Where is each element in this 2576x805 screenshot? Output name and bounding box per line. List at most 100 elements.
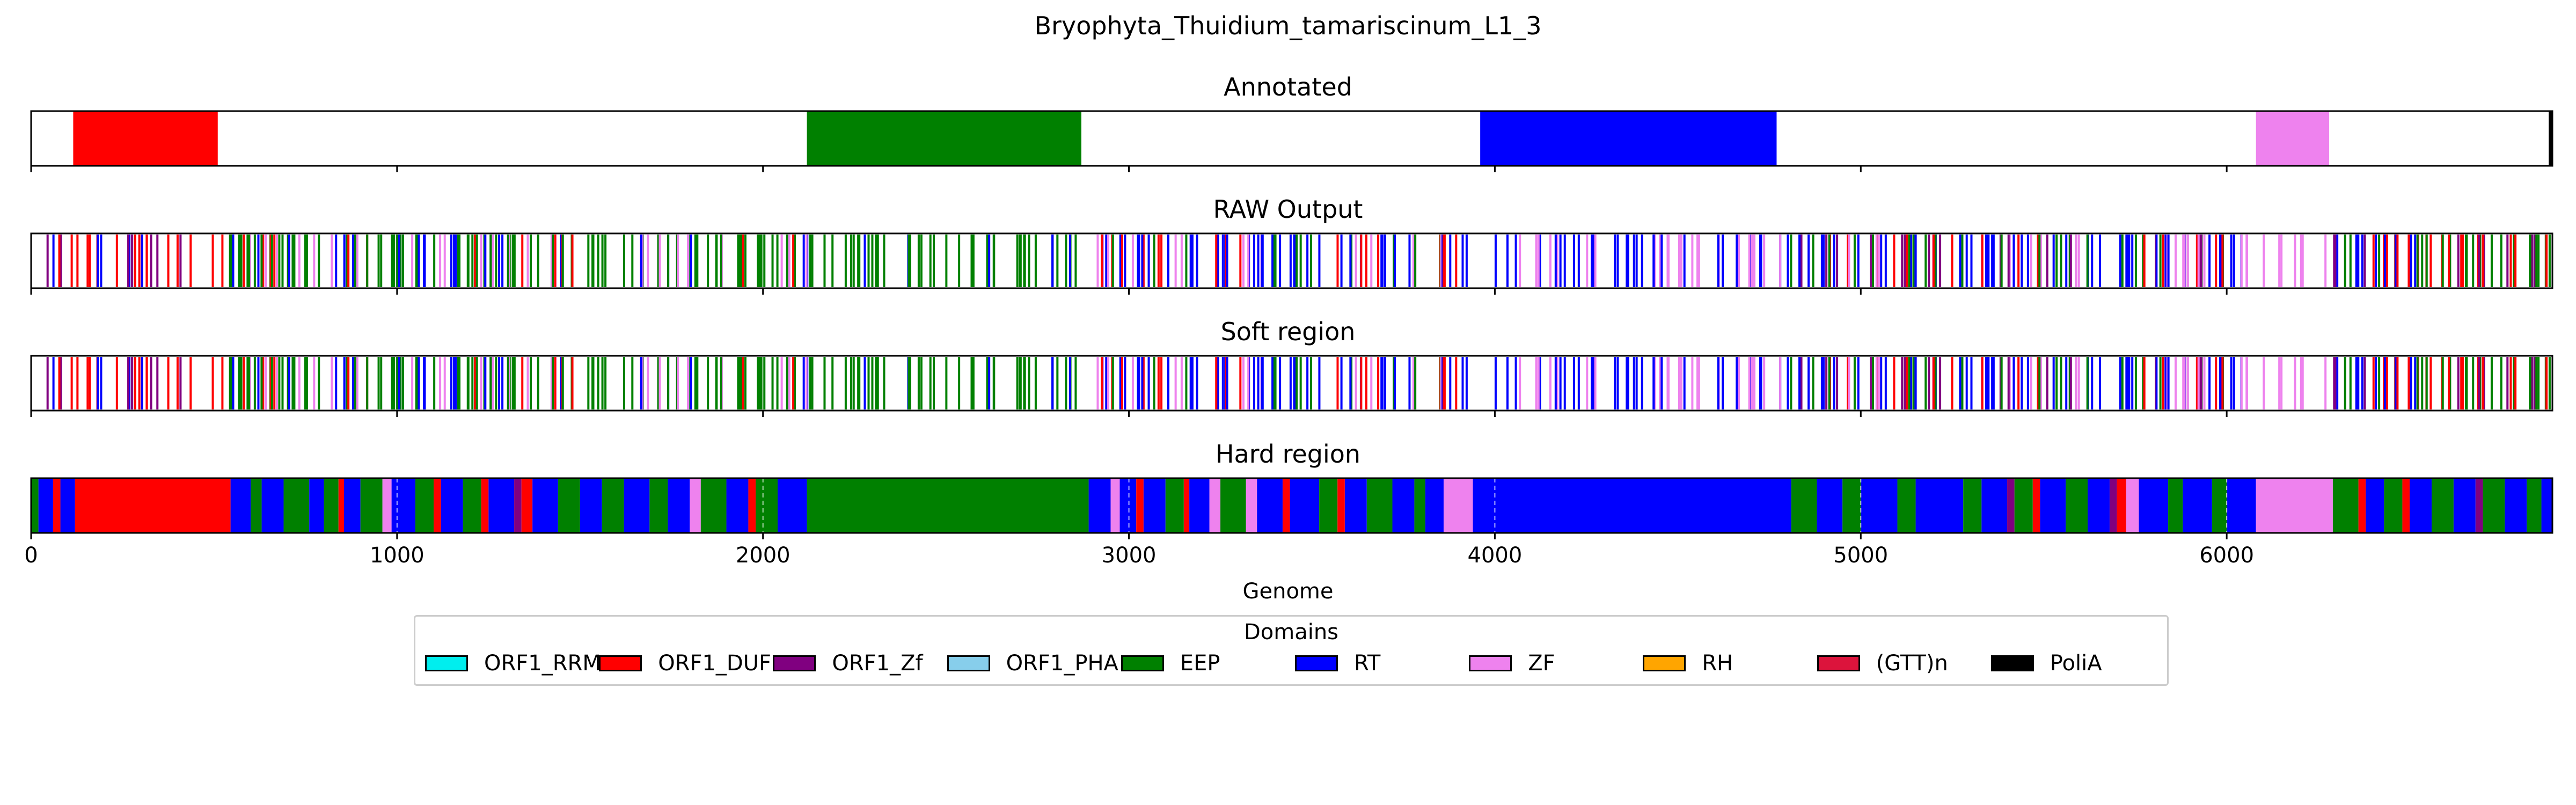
- hard-region-segment-89: [2410, 478, 2432, 533]
- legend-item-orf1-zf: ORF1_Zf: [773, 650, 923, 677]
- legend-label: EEP: [1180, 651, 1220, 676]
- hard-region-segment-81: [2212, 478, 2227, 533]
- legend-item-orf1-rrm: ORF1_RRM: [425, 650, 601, 677]
- hard-region-segment-54: [1344, 478, 1367, 533]
- hard-region-segment-20: [481, 478, 489, 533]
- hard-region-segment-11: [338, 478, 344, 533]
- hard-region-segment-51: [1290, 478, 1320, 533]
- legend-swatch: [1817, 655, 1860, 671]
- legend-item-zf: ZF: [1469, 650, 1555, 677]
- hard-region-segment-23: [521, 478, 533, 533]
- hard-region-segment-13: [360, 478, 383, 533]
- legend-swatch: [1990, 655, 2034, 671]
- legend-swatch: [773, 655, 816, 671]
- hard-region-segment-64: [1861, 478, 1898, 533]
- hard-region-segment-92: [2475, 478, 2483, 533]
- x-tick-label-3: 3000: [1102, 543, 1157, 568]
- hard-region-segment-38: [1088, 478, 1111, 533]
- panel-title-soft-region: Soft region: [1221, 317, 1356, 346]
- legend-swatch: [947, 655, 990, 671]
- hard-region-segment-47: [1220, 478, 1246, 533]
- hard-region-segment-48: [1246, 478, 1257, 533]
- hard-region-segment-24: [532, 478, 558, 533]
- legend-label: ORF1_Zf: [832, 651, 923, 676]
- legend-item-rt: RT: [1295, 650, 1380, 677]
- legend-label: PoliA: [2050, 651, 2102, 676]
- hard-region-segment-57: [1414, 478, 1425, 533]
- panel-title-annotated: Annotated: [1224, 72, 1352, 101]
- x-tick-labels: 0 1000 2000 3000 4000 5000 6000: [24, 543, 2254, 568]
- hard-region-segment-80: [2183, 478, 2212, 533]
- hard-region-segment-69: [2007, 478, 2015, 533]
- hard-region-segment-61: [1791, 478, 1817, 533]
- hard-region-segment-1: [38, 478, 53, 533]
- legend-label: (GTT)n: [1876, 651, 1948, 676]
- hard-region-segment-74: [2088, 478, 2110, 533]
- hard-region-segment-21: [488, 478, 515, 533]
- legend-items: ORF1_RRM ORF1_DUF ORF1_Zf ORF1_PHA EEP RT ZF RH…: [423, 650, 2160, 677]
- x-axis-label: Genome: [1242, 579, 1333, 604]
- hard-region-gridlines: [396, 478, 2228, 533]
- legend-swatch: [1469, 655, 1512, 671]
- hard-region-segment-27: [602, 478, 624, 533]
- hard-region-segment-75: [2109, 478, 2117, 533]
- soft-region-frame: [30, 355, 2553, 412]
- hard-region-segment-37: [807, 478, 1089, 533]
- hard-region-segment-84: [2332, 478, 2359, 533]
- legend-label: ZF: [1528, 651, 1555, 676]
- hard-region-segment-55: [1366, 478, 1393, 533]
- hard-region-segment-42: [1143, 478, 1166, 533]
- soft-region-ticks: [30, 411, 2228, 417]
- hard-region-segment-33: [726, 478, 749, 533]
- hard-region-segment-78: [2139, 478, 2169, 533]
- x-tick-label-5: 5000: [1833, 543, 1888, 568]
- hard-region-segment-85: [2358, 478, 2366, 533]
- legend-swatch: [425, 655, 468, 671]
- hard-region-segment-19: [463, 478, 481, 533]
- chart-title: Bryophyta_Thuidium_tamariscinum_L1_3: [1035, 11, 1542, 40]
- x-tick-label-1: 1000: [370, 543, 425, 568]
- hard-region-segment-40: [1119, 478, 1137, 533]
- hard-region-segment-31: [690, 478, 701, 533]
- hard-region-segment-70: [2014, 478, 2033, 533]
- hard-region-segment-62: [1817, 478, 1843, 533]
- hard-region-segment-4: [75, 478, 231, 533]
- hard-region-segment-59: [1443, 478, 1473, 533]
- hard-region-segment-94: [2505, 478, 2527, 533]
- hard-region-segment-6: [251, 478, 262, 533]
- hard-region-segment-52: [1319, 478, 1338, 533]
- legend-item-orf1-pha: ORF1_PHA: [947, 650, 1118, 677]
- hard-region-segment-5: [230, 478, 251, 533]
- hard-region-segment-41: [1136, 478, 1144, 533]
- annotated-segment-3: [2256, 111, 2330, 166]
- hard-region-segment-35: [756, 478, 778, 533]
- panel-raw-output: RAW Output: [30, 195, 2553, 295]
- hard-region-segment-49: [1257, 478, 1283, 533]
- hard-region-segment-79: [2168, 478, 2183, 533]
- annotated-segment-2: [1480, 111, 1777, 166]
- hard-region-segment-68: [1981, 478, 2008, 533]
- legend-label: ORF1_DUF: [658, 651, 772, 676]
- hard-region-segment-45: [1189, 478, 1210, 533]
- hard-region-segment-44: [1183, 478, 1190, 533]
- legend-swatch: [1643, 655, 1686, 671]
- hard-region-segment-88: [2402, 478, 2410, 533]
- hard-region-segment-71: [2032, 478, 2040, 533]
- panel-soft-region: Soft region: [30, 317, 2553, 417]
- hard-region-track: [31, 478, 2552, 533]
- hard-region-segment-63: [1842, 478, 1861, 533]
- legend: Domains ORF1_RRM ORF1_DUF ORF1_Zf ORF1_PHA E…: [414, 615, 2169, 686]
- annotated-segment-1: [807, 111, 1081, 166]
- soft-region-track: [46, 357, 2551, 409]
- hard-region-segment-60: [1473, 478, 1791, 533]
- x-tick-label-6: 6000: [2199, 543, 2254, 568]
- hard-region-segment-95: [2527, 478, 2542, 533]
- hard-region-ticks: [30, 533, 2228, 539]
- legend-label: ORF1_PHA: [1006, 651, 1118, 676]
- hard-region-segment-67: [1963, 478, 1982, 533]
- x-tick-label-4: 4000: [1468, 543, 1523, 568]
- panel-title-hard-region: Hard region: [1216, 440, 1360, 469]
- hard-region-segment-14: [382, 478, 392, 533]
- hard-region-segment-12: [343, 478, 361, 533]
